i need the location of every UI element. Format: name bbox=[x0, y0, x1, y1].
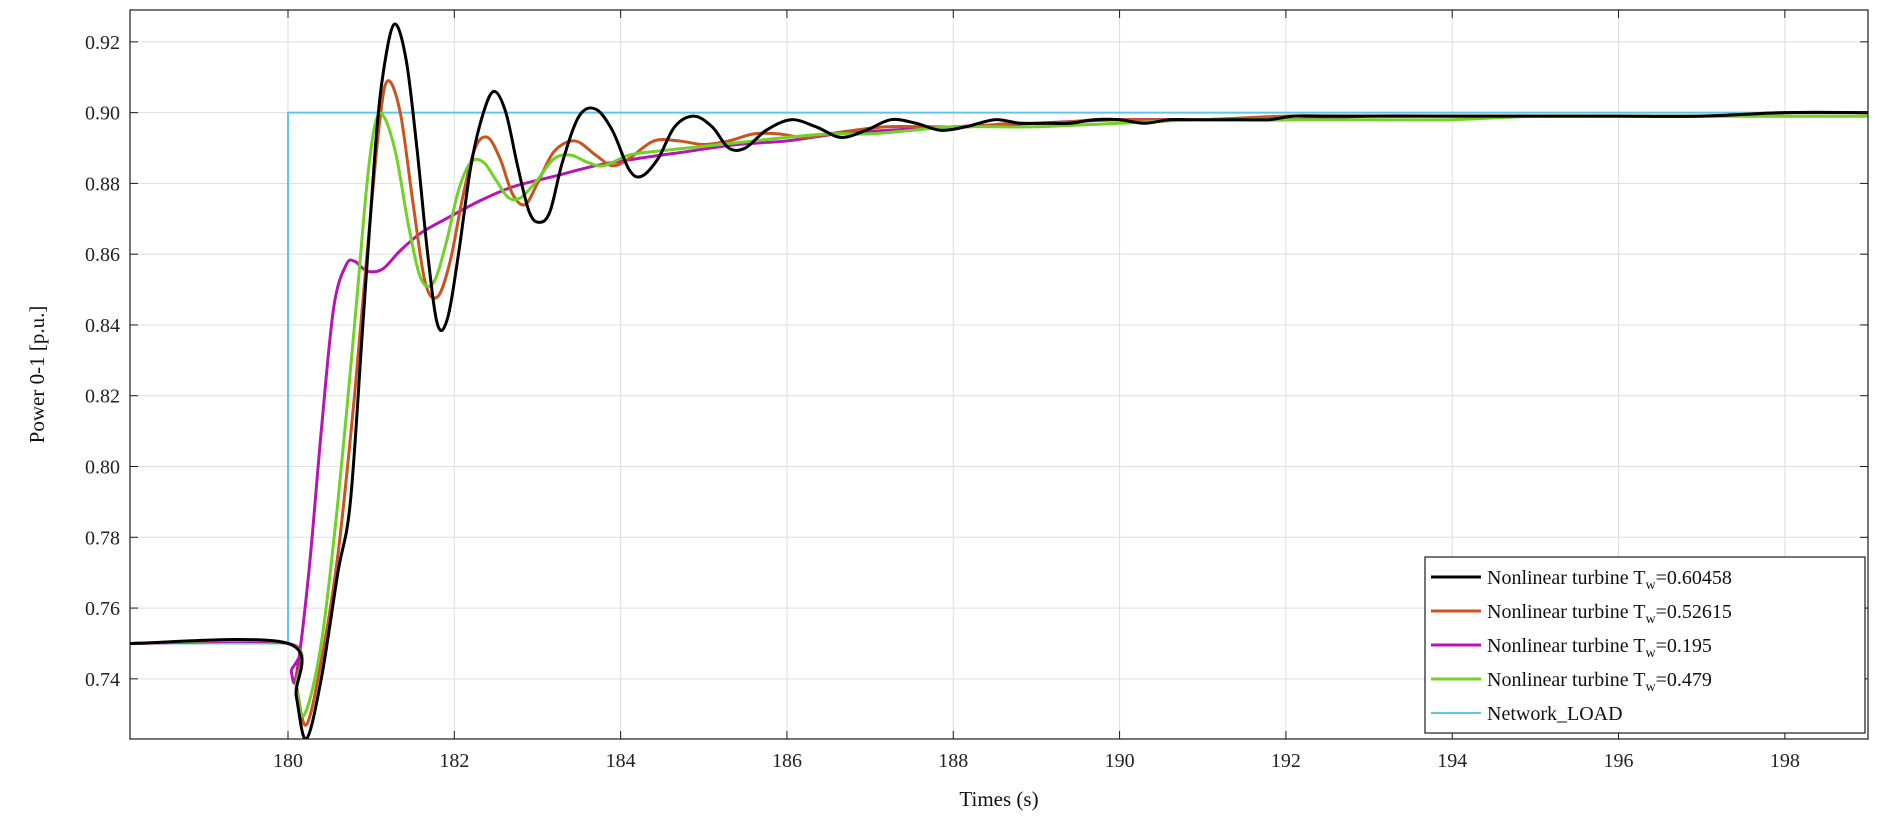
x-tick-label: 184 bbox=[606, 750, 636, 772]
legend-label-subscript: w bbox=[1645, 612, 1656, 627]
y-axis-label: Power 0-1 [p.u.] bbox=[25, 306, 49, 444]
x-tick-label: 186 bbox=[772, 750, 802, 772]
y-axis-ticks: 0.74 0.76 0.78 0.80 0.82 0.84 0.86 0.88 0.90 0.92 bbox=[85, 32, 1868, 691]
x-tick-label: 188 bbox=[938, 750, 968, 772]
series-line-4 bbox=[130, 111, 1868, 645]
legend-label-subscript: w bbox=[1645, 680, 1656, 695]
x-axis-label: Times (s) bbox=[959, 787, 1038, 811]
y-tick-label: 0.80 bbox=[85, 457, 120, 479]
legend-label-value: =0.479 bbox=[1656, 669, 1712, 691]
legend-label-name: Nonlinear turbine T bbox=[1487, 635, 1645, 657]
x-axis-ticks: 180 182 184 186 188 190 192 194 196 198 bbox=[273, 10, 1800, 772]
legend-label-name: Network_LOAD bbox=[1487, 703, 1623, 725]
y-tick-label: 0.82 bbox=[85, 386, 120, 408]
x-tick-label: 196 bbox=[1604, 750, 1634, 772]
y-tick-label: 0.92 bbox=[85, 32, 120, 54]
legend-label-1: Nonlinear turbine Tw=0.52615 bbox=[1487, 601, 1732, 627]
legend-label-subscript: w bbox=[1645, 578, 1656, 593]
legend-label-4: Network_LOAD bbox=[1487, 703, 1623, 725]
y-tick-label: 0.74 bbox=[85, 669, 120, 691]
legend-label-name: Nonlinear turbine T bbox=[1487, 567, 1645, 589]
series-line-0 bbox=[130, 22, 1868, 739]
series-layer bbox=[130, 22, 1868, 739]
plot-frame bbox=[129, 9, 1869, 740]
y-tick-label: 0.84 bbox=[85, 315, 120, 337]
legend-label-name: Nonlinear turbine T bbox=[1487, 601, 1645, 623]
legend-label-subscript: w bbox=[1645, 646, 1656, 661]
legend-label-value: =0.52615 bbox=[1656, 601, 1732, 623]
x-tick-label: 190 bbox=[1105, 750, 1135, 772]
series-line-3 bbox=[130, 111, 1868, 718]
legend-label-value: =0.60458 bbox=[1656, 567, 1732, 589]
legend-label-0: Nonlinear turbine Tw=0.60458 bbox=[1487, 567, 1732, 593]
legend-label-2: Nonlinear turbine Tw=0.195 bbox=[1487, 635, 1712, 661]
x-tick-label: 198 bbox=[1770, 750, 1800, 772]
y-tick-label: 0.88 bbox=[85, 173, 120, 195]
x-tick-label: 194 bbox=[1437, 750, 1467, 772]
legend-label-value: =0.195 bbox=[1656, 635, 1712, 657]
legend-box bbox=[1424, 556, 1866, 734]
legend-label-3: Nonlinear turbine Tw=0.479 bbox=[1487, 669, 1712, 695]
x-tick-label: 180 bbox=[273, 750, 303, 772]
y-tick-label: 0.86 bbox=[85, 244, 120, 266]
y-tick-label: 0.90 bbox=[85, 103, 120, 125]
x-tick-label: 182 bbox=[439, 750, 469, 772]
y-tick-label: 0.78 bbox=[85, 527, 120, 549]
legend-label-name: Nonlinear turbine T bbox=[1487, 669, 1645, 691]
x-tick-label: 192 bbox=[1271, 750, 1301, 772]
y-tick-label: 0.76 bbox=[85, 598, 120, 620]
